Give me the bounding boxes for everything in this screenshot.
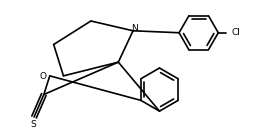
Text: Cl: Cl	[231, 28, 240, 37]
Text: S: S	[30, 120, 36, 129]
Text: N: N	[132, 24, 138, 33]
Text: O: O	[39, 72, 46, 81]
